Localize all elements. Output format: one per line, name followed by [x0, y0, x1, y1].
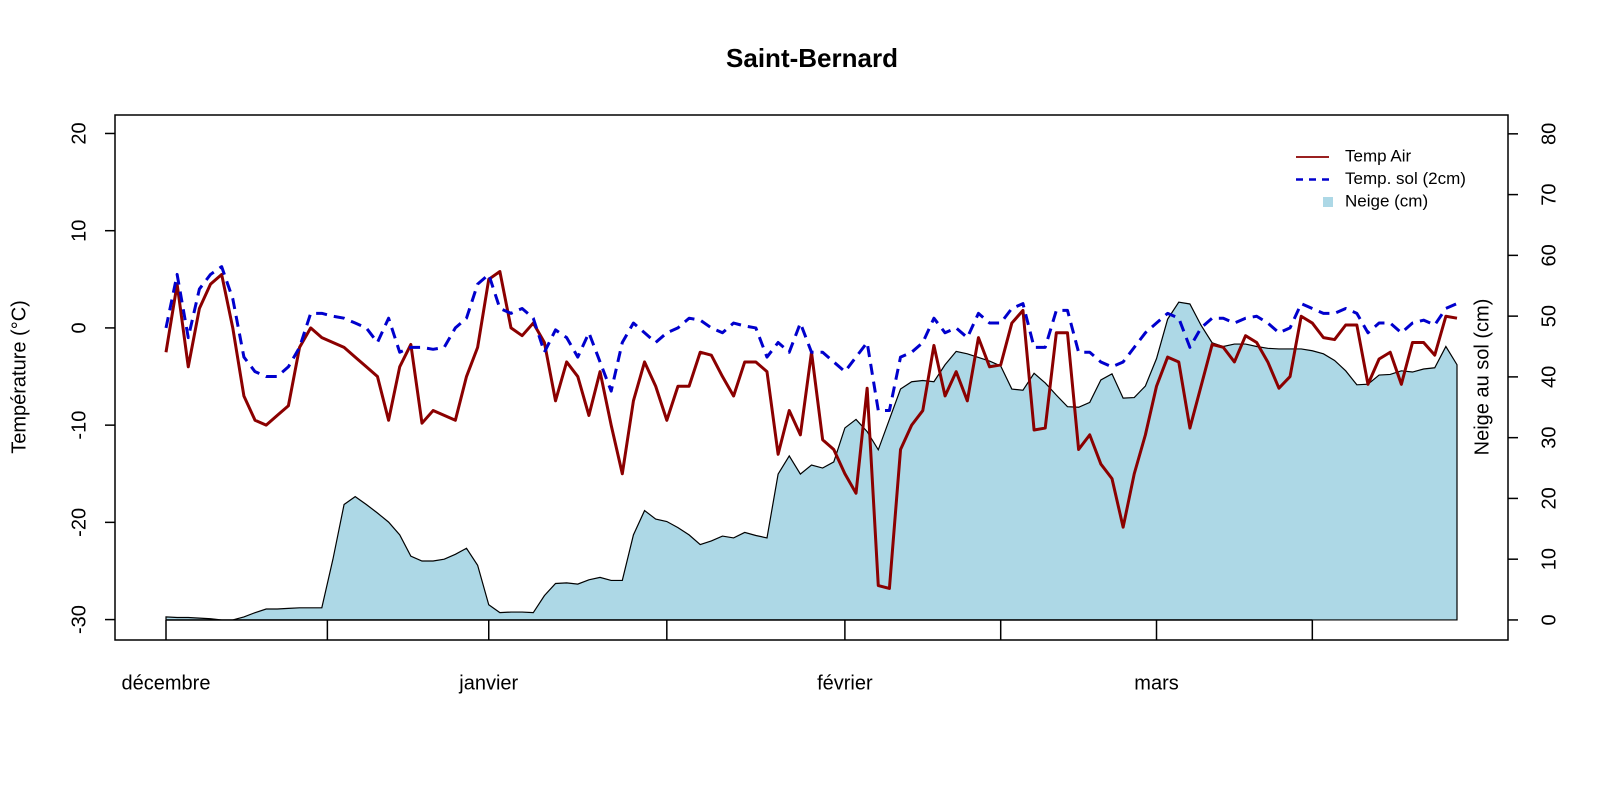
- y-axis-label: Température (°C): [8, 300, 30, 454]
- legend-label: Temp. sol (2cm): [1345, 169, 1466, 188]
- x-tick-label: mars: [1134, 672, 1178, 694]
- x-tick-label: février: [817, 672, 873, 694]
- y2-axis-label: Neige au sol (cm): [1471, 299, 1493, 456]
- y2-tick-label: 10: [1538, 548, 1560, 570]
- y2-tick-label: 30: [1538, 427, 1560, 449]
- legend-label: Neige (cm): [1345, 191, 1428, 210]
- y2-tick-label: 50: [1538, 305, 1560, 327]
- x-tick-label: janvier: [458, 672, 518, 694]
- y2-tick-label: 80: [1538, 123, 1560, 145]
- y2-tick-label: 20: [1538, 487, 1560, 509]
- y-tick-label: -10: [68, 411, 90, 440]
- line-series: [164, 265, 1458, 413]
- y-tick-label: -20: [68, 508, 90, 537]
- y2-tick-label: 60: [1538, 244, 1560, 266]
- y2-tick-label: 0: [1538, 614, 1560, 625]
- y-tick-label: 20: [68, 122, 90, 144]
- legend-label: Temp Air: [1345, 146, 1411, 165]
- legend-swatch: [1323, 197, 1333, 207]
- chart-title: Saint-Bernard: [726, 43, 898, 73]
- y-tick-label: 0: [68, 322, 90, 333]
- y-tick-label: 10: [68, 220, 90, 242]
- y2-tick-label: 70: [1538, 183, 1560, 205]
- y-tick-label: -30: [68, 605, 90, 634]
- y2-tick-label: 40: [1538, 366, 1560, 388]
- x-tick-label: décembre: [122, 672, 211, 694]
